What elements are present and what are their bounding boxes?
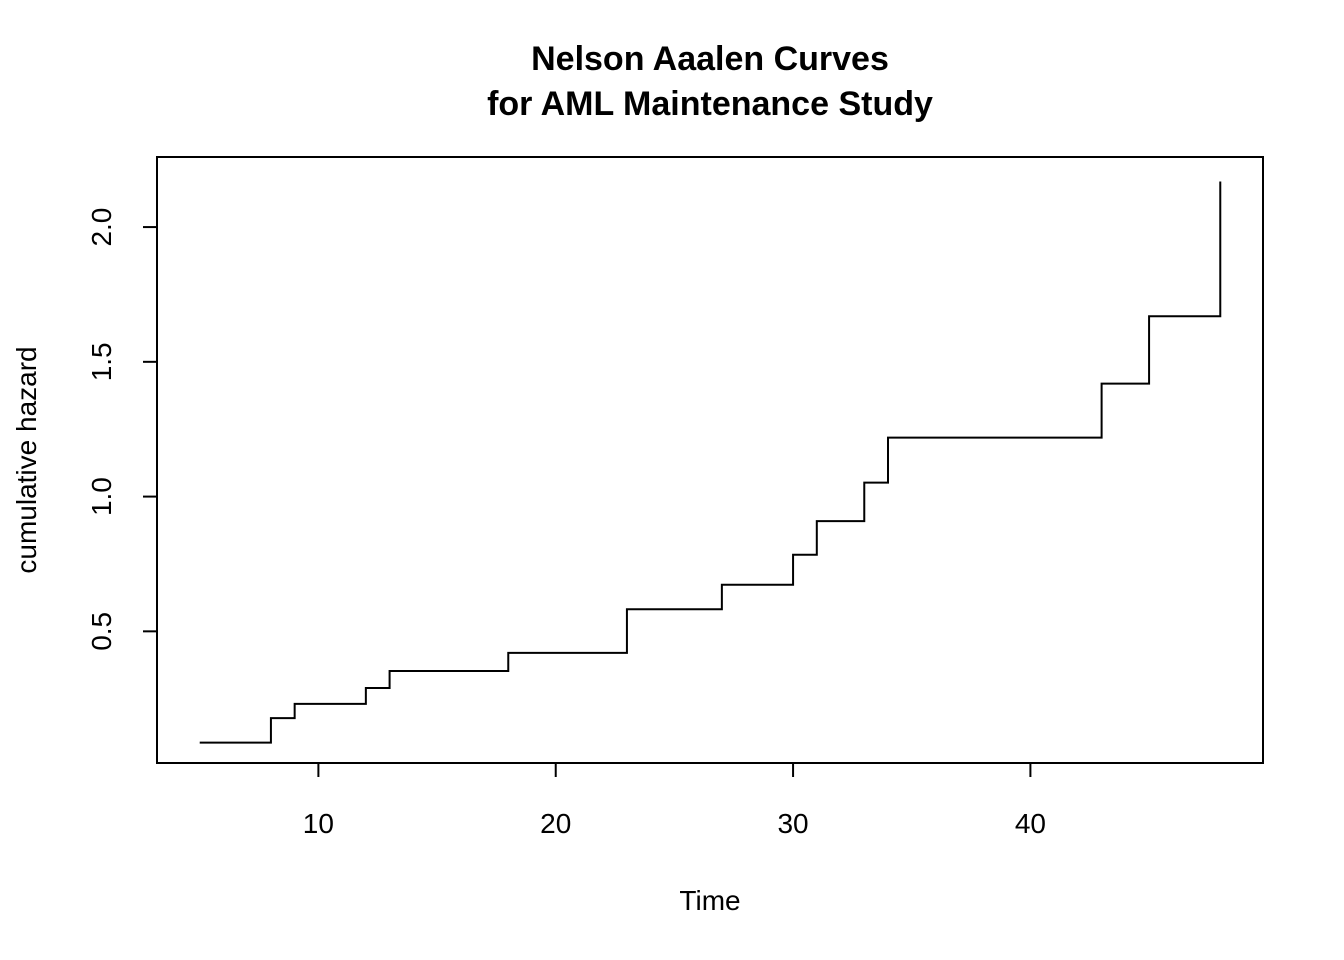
cumulative-hazard-step-line [199,181,1222,744]
chart-title-line1: Nelson Aaalen Curves [531,40,889,78]
x-tick-label: 30 [777,808,808,839]
x-axis: 10 20 30 40 [303,763,1046,839]
x-tick-label: 10 [303,808,334,839]
x-axis-label: Time [679,885,740,916]
y-axis: 0.5 1.0 1.5 2.0 [86,208,157,651]
y-axis-label: cumulative hazard [11,346,42,573]
y-tick-label: 1.5 [86,342,117,381]
chart-title-line2: for AML Maintenance Study [487,85,933,123]
y-tick-label: 2.0 [86,208,117,247]
y-tick-label: 1.0 [86,477,117,516]
x-tick-label: 40 [1015,808,1046,839]
plot-frame [156,156,1264,764]
y-tick-label: 0.5 [86,612,117,651]
x-tick-label: 20 [540,808,571,839]
